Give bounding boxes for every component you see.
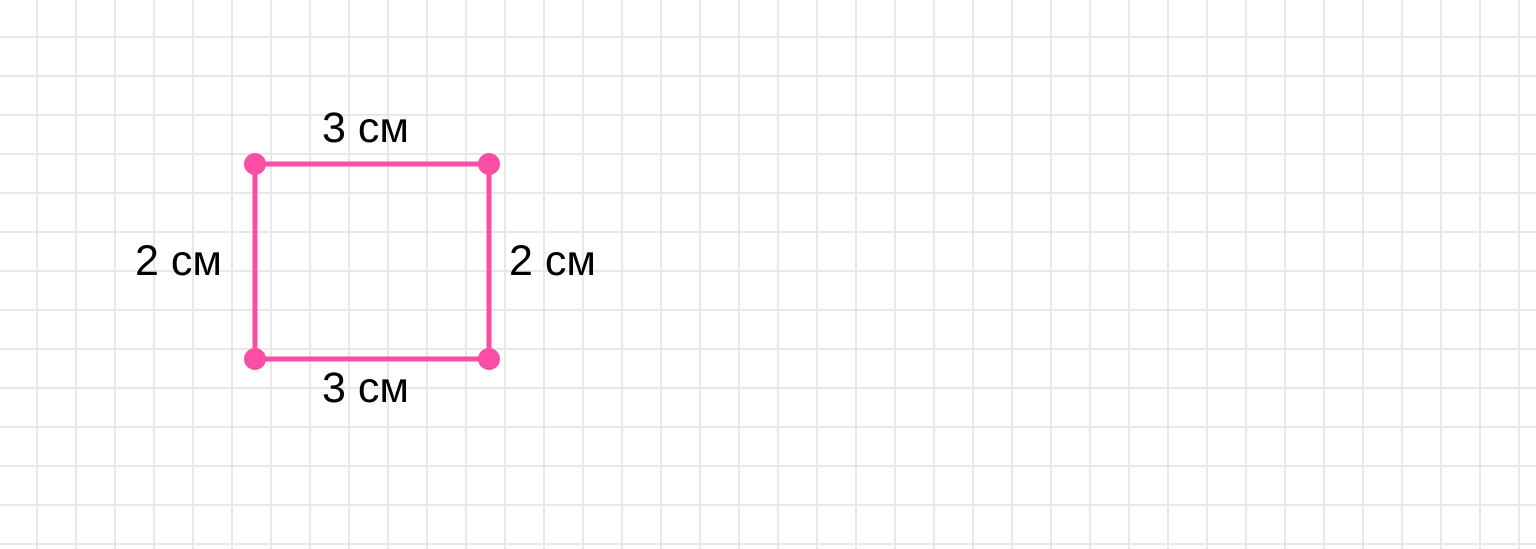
label-left: 2 см [135, 237, 222, 286]
label-top: 3 см [322, 104, 409, 153]
label-right: 2 см [509, 237, 596, 286]
grid-lines [0, 0, 1536, 549]
geometry-diagram [0, 0, 1536, 549]
label-bottom: 3 см [322, 364, 409, 413]
rectangle-shape [244, 153, 500, 370]
